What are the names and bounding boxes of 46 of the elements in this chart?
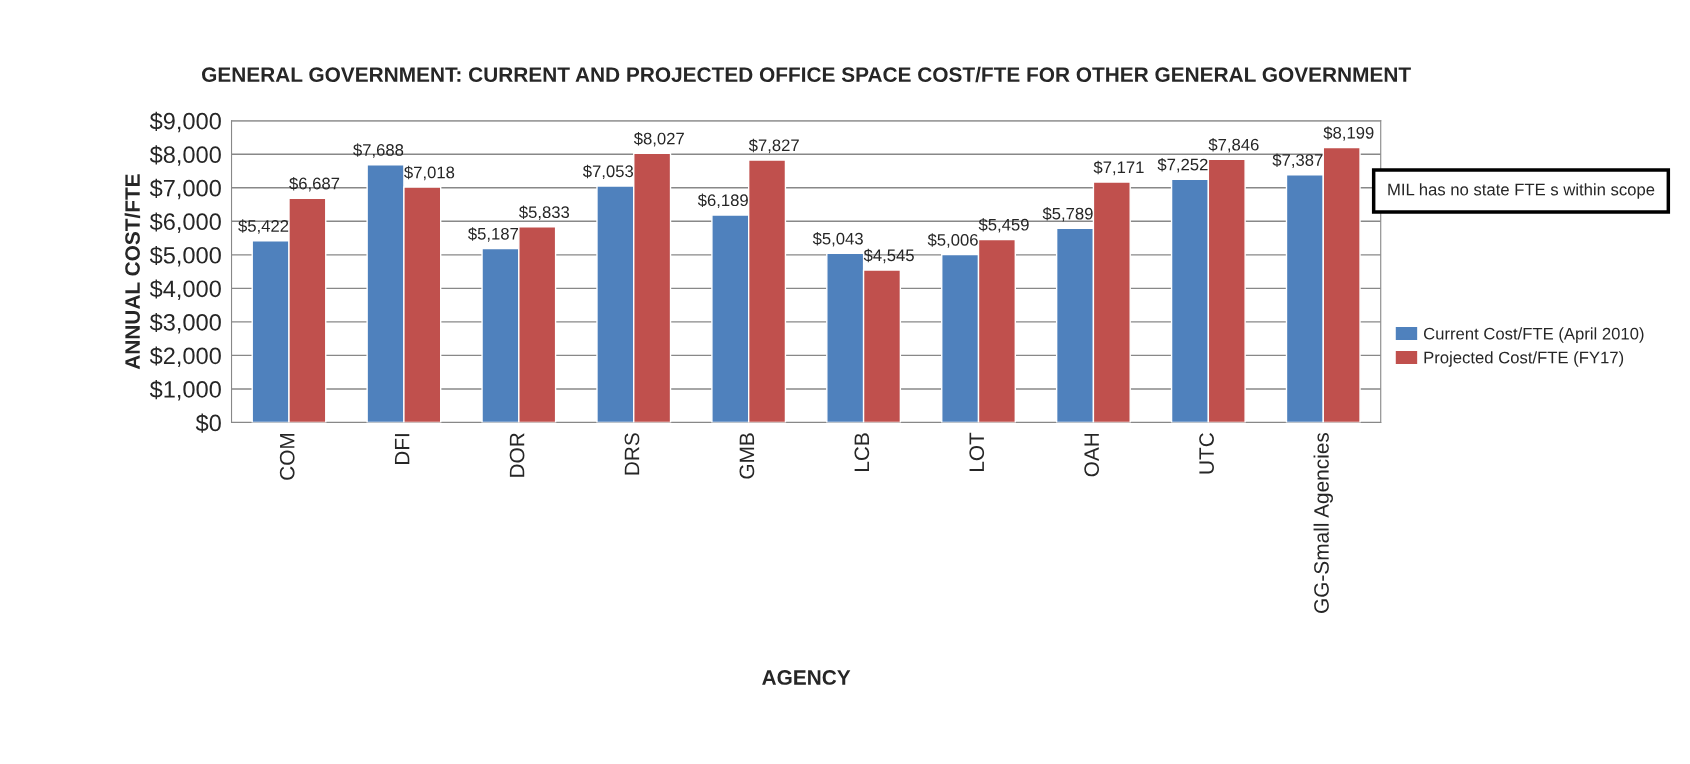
y-tick-label: $6,000 [149, 212, 221, 233]
y-tick-label: $7,000 [149, 178, 221, 200]
y-tick-label: $5,000 [149, 245, 221, 267]
y-tick-label: $8,000 [149, 145, 221, 166]
y-axis-title: ANNUAL COST/FTE [124, 174, 141, 370]
chart-title: GENERAL GOVERNMENT: CURRENT AND PROJECTED OFFICE SPACE COST/FTE FOR OTHER GENERAL GOVERNMENT [202, 66, 1411, 83]
data-label: $7,171 [1093, 160, 1144, 176]
text: MIL has no state FTE s within scope [1388, 183, 1655, 199]
data-label: $7,018 [404, 165, 455, 181]
data-label: $7,827 [748, 138, 799, 154]
data-label: $7,688 [353, 143, 404, 158]
data-label: $5,422 [238, 219, 289, 234]
data-label: $7,387 [1272, 153, 1323, 168]
x-tick-label: GMB [739, 433, 755, 479]
y-tick-label: $1,000 [149, 380, 221, 401]
y-tick-label: $4,000 [149, 279, 221, 300]
data-label: $5,459 [978, 218, 1029, 233]
data-label: $6,687 [289, 176, 340, 192]
data-label: $7,846 [1208, 138, 1259, 153]
x-tick-label: LCB [854, 433, 870, 472]
x-tick-label: DRS [624, 433, 640, 475]
data-label: $5,833 [519, 205, 570, 221]
y-tick-label: $2,000 [149, 346, 221, 368]
data-label: $4,545 [863, 248, 914, 264]
legend-label: Current Cost/FTE (April 2010) [1423, 327, 1644, 343]
x-tick-label: GG-Small Agencies [1313, 432, 1333, 613]
x-tick-label: LOT [969, 432, 985, 472]
legend-label: Projected Cost/FTE (FY17) [1424, 351, 1624, 367]
data-label: $5,187 [468, 227, 518, 242]
data-label: $6,189 [697, 193, 748, 209]
y-tick-label: $9,000 [149, 111, 221, 133]
y-tick-label: $3,000 [149, 312, 221, 334]
data-label: $5,789 [1042, 207, 1093, 222]
x-tick-label: DOR [509, 433, 525, 477]
data-label: $7,252 [1157, 157, 1208, 173]
x-tick-label: UTC [1199, 433, 1214, 474]
data-label: $5,006 [927, 233, 978, 248]
x-axis-title: AGENCY [762, 670, 851, 685]
x-tick-label: OAH [1084, 433, 1100, 477]
y-tick-label: $0 [195, 413, 221, 433]
data-label: $5,043 [812, 232, 863, 247]
x-tick-label: COM [279, 433, 295, 480]
data-label: $7,053 [582, 164, 634, 180]
data-label: $8,199 [1323, 126, 1374, 141]
data-label: $8,027 [633, 131, 684, 147]
x-tick-label: DFI [394, 434, 410, 465]
